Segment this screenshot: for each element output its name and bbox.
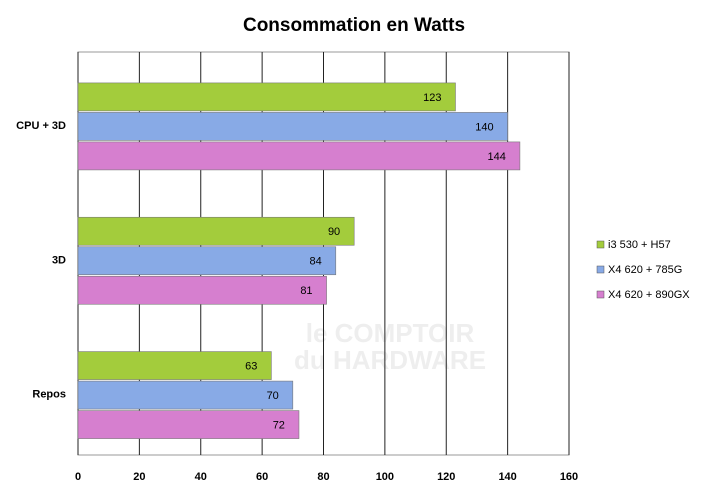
x-tick-label: 40	[195, 471, 207, 483]
x-tick-label: 140	[498, 471, 516, 483]
value-label: 123	[423, 92, 441, 104]
bar	[77, 351, 272, 380]
chart-title: Consommation en Watts	[243, 15, 465, 36]
value-label: 81	[300, 285, 312, 297]
value-label: 63	[245, 360, 257, 372]
bar	[77, 112, 508, 141]
x-tick-label: 100	[376, 471, 394, 483]
bar	[77, 380, 294, 410]
x-tick-label: 0	[75, 471, 81, 483]
legend-swatch	[596, 240, 605, 249]
legend-label: i3 530 + H57	[608, 239, 671, 251]
bar	[77, 246, 337, 276]
y-tick-label: Repos	[32, 389, 66, 401]
x-tick-label: 120	[437, 471, 455, 483]
x-tick-label: 20	[133, 471, 145, 483]
legend-label: X4 620 + 890GX	[608, 289, 690, 301]
value-label: 72	[273, 419, 285, 431]
x-tick-label: 80	[317, 471, 329, 483]
bar	[77, 141, 521, 171]
value-label: 70	[267, 390, 279, 402]
bar	[77, 216, 355, 246]
bar	[77, 82, 456, 112]
legend-swatch	[596, 290, 605, 299]
value-label: 144	[488, 151, 506, 163]
y-tick-label: CPU + 3D	[16, 120, 66, 132]
y-tick-label: 3D	[52, 254, 66, 266]
legend-swatch	[596, 265, 605, 274]
value-label: 90	[328, 226, 340, 238]
legend-label: X4 620 + 785G	[608, 264, 682, 276]
watermark: du HARDWARE	[294, 345, 486, 375]
value-label: 140	[475, 121, 493, 133]
bar	[77, 410, 300, 439]
x-tick-label: 160	[560, 471, 578, 483]
bar	[77, 275, 327, 305]
x-tick-label: 60	[256, 471, 268, 483]
watermark: le COMPTOIR	[306, 318, 475, 348]
value-label: 84	[310, 256, 322, 268]
